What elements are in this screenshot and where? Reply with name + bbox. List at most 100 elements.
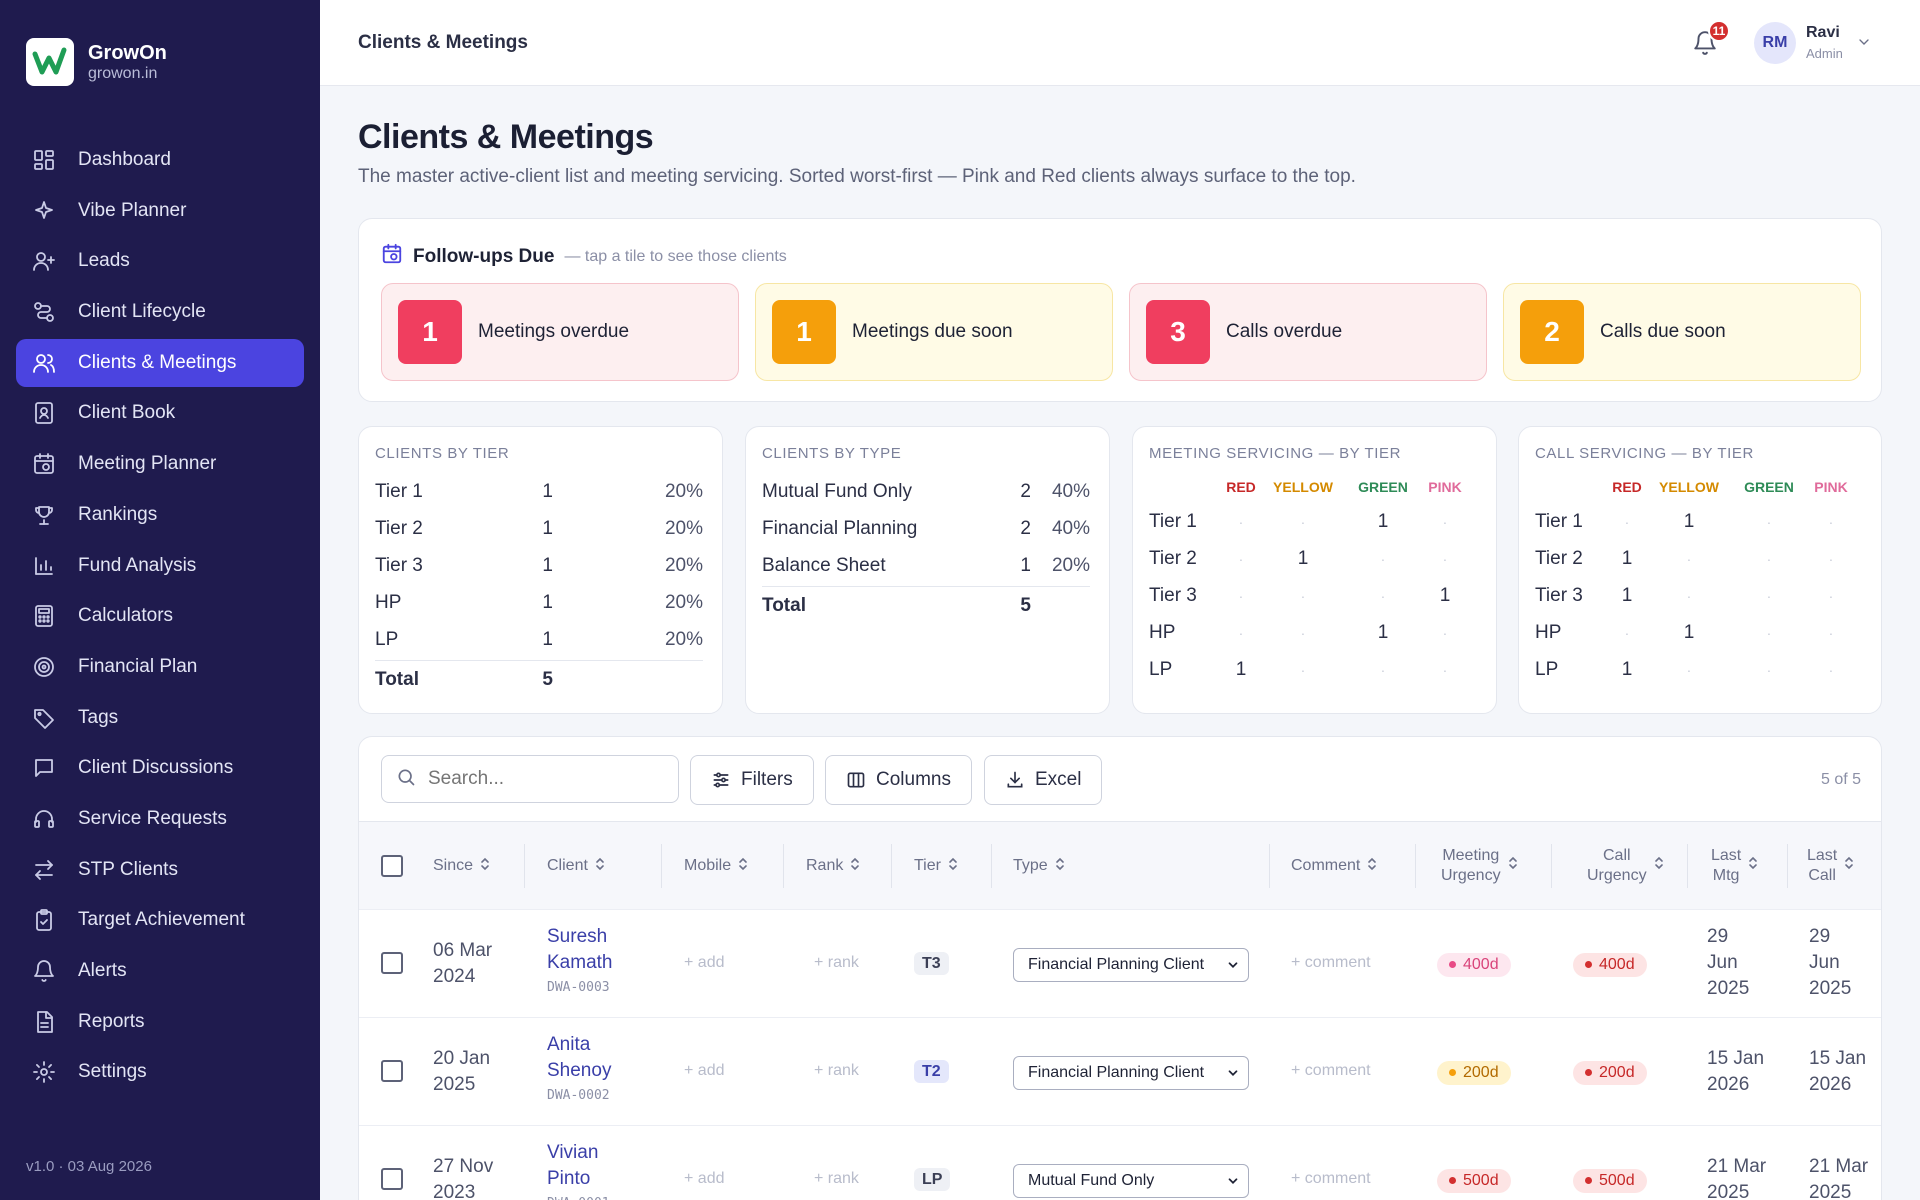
stat-row: Tier 1 1 20%: [375, 473, 703, 509]
search-box[interactable]: [381, 755, 679, 803]
columns-label: Columns: [876, 769, 951, 790]
matrix-cell[interactable]: 1: [1683, 622, 1695, 643]
sidebar-item-alerts[interactable]: Alerts: [16, 947, 304, 995]
add-mobile-link[interactable]: + add: [684, 1170, 725, 1187]
col-client[interactable]: Client: [547, 822, 606, 910]
client-name-link[interactable]: Suresh Kamath: [547, 926, 613, 973]
sidebar-item-stp-clients[interactable]: STP Clients: [16, 846, 304, 894]
client-type-select[interactable]: Financial Planning Client: [1013, 1056, 1249, 1090]
sidebar-item-tags[interactable]: Tags: [16, 694, 304, 742]
sidebar-item-label: Settings: [78, 1061, 147, 1083]
followup-tile[interactable]: 3 Calls overdue: [1129, 283, 1487, 381]
brand[interactable]: GrowOn growon.in: [26, 38, 167, 86]
sidebar-item-label: Financial Plan: [78, 655, 198, 677]
bar-chart-icon: [32, 554, 56, 578]
followup-tile[interactable]: 2 Calls due soon: [1503, 283, 1861, 381]
tile-label: Meetings due soon: [852, 321, 1013, 342]
client-type-select[interactable]: Financial Planning Client: [1013, 948, 1249, 982]
matrix-cell[interactable]: 1: [1377, 511, 1389, 532]
matrix-cell: ·: [1624, 625, 1630, 641]
add-rank-link[interactable]: + rank: [814, 954, 859, 971]
matrix-cell[interactable]: 1: [1297, 548, 1309, 569]
table-row[interactable]: 06 Mar 2024 Suresh Kamath DWA-0003 + add + ran…: [359, 909, 1881, 1017]
transfer-icon: [32, 858, 56, 882]
add-mobile-link[interactable]: + add: [684, 1062, 725, 1079]
col-mobile[interactable]: Mobile: [684, 822, 749, 910]
row-checkbox[interactable]: [381, 952, 403, 974]
client-type-select[interactable]: Mutual Fund Only: [1013, 1164, 1249, 1198]
matrix-cell[interactable]: 1: [1235, 659, 1247, 680]
chevron-down-icon[interactable]: [1856, 34, 1872, 55]
matrix-cell[interactable]: 1: [1621, 585, 1633, 606]
notifications-bell-icon[interactable]: [1692, 30, 1718, 56]
col-type[interactable]: Type: [1013, 822, 1066, 910]
add-rank-link[interactable]: + rank: [814, 1062, 859, 1079]
matrix-cell: ·: [1828, 625, 1834, 641]
chevron-down-icon: [1228, 1070, 1238, 1076]
sidebar-item-leads[interactable]: Leads: [16, 237, 304, 285]
col-last-call[interactable]: Last Call: [1807, 822, 1855, 910]
sidebar-item-service-requests[interactable]: Service Requests: [16, 795, 304, 843]
add-mobile-link[interactable]: + add: [684, 954, 725, 971]
row-checkbox[interactable]: [381, 1168, 403, 1190]
col-label: Comment: [1291, 857, 1361, 874]
col-meeting-urgency[interactable]: Meeting Urgency: [1441, 822, 1519, 910]
matrix-col-header: RED: [1226, 479, 1256, 495]
stat-row: Mutual Fund Only 2 40%: [762, 473, 1090, 509]
matrix-cell[interactable]: 1: [1621, 548, 1633, 569]
sidebar-item-calculators[interactable]: Calculators: [16, 592, 304, 640]
sidebar-item-target-achievement[interactable]: Target Achievement: [16, 896, 304, 944]
sidebar-item-settings[interactable]: Settings: [16, 1048, 304, 1096]
select-all-checkbox[interactable]: [381, 855, 403, 877]
col-comment[interactable]: Comment: [1291, 822, 1378, 910]
avatar[interactable]: RM: [1754, 22, 1796, 64]
sidebar-item-rankings[interactable]: Rankings: [16, 491, 304, 539]
sidebar-item-label: Clients & Meetings: [78, 351, 237, 373]
sidebar-item-label: Vibe Planner: [78, 199, 187, 221]
client-cell[interactable]: Anita Shenoy DWA-0002: [547, 1032, 611, 1103]
sidebar-item-client-book[interactable]: Client Book: [16, 389, 304, 437]
table-row[interactable]: 20 Jan 2025 Anita Shenoy DWA-0002 + add + rank…: [359, 1017, 1881, 1125]
sidebar-item-label: Dashboard: [78, 149, 171, 170]
add-comment-link[interactable]: + comment: [1291, 1170, 1371, 1187]
tile-label: Meetings overdue: [478, 321, 630, 342]
user-name[interactable]: Ravi: [1806, 24, 1840, 41]
col-rank[interactable]: Rank: [806, 822, 861, 910]
row-checkbox[interactable]: [381, 1060, 403, 1082]
sidebar-item-client-discussions[interactable]: Client Discussions: [16, 744, 304, 792]
sidebar-item-vibe-planner[interactable]: Vibe Planner: [16, 187, 304, 235]
columns-button[interactable]: Columns: [825, 755, 972, 805]
add-rank-link[interactable]: + rank: [814, 1170, 859, 1187]
col-tier[interactable]: Tier: [914, 822, 959, 910]
matrix-cell[interactable]: 1: [1683, 511, 1695, 532]
sidebar-item-label: Client Discussions: [78, 757, 234, 779]
col-since[interactable]: Since: [433, 822, 491, 910]
stat-key: LP: [375, 629, 399, 650]
add-comment-link[interactable]: + comment: [1291, 1062, 1371, 1079]
client-name-link[interactable]: Vivian Pinto: [547, 1142, 599, 1189]
sidebar-item-clients-meetings[interactable]: Clients & Meetings: [16, 338, 304, 387]
filters-button[interactable]: Filters: [690, 755, 814, 805]
sidebar-item-dashboard[interactable]: Dashboard: [16, 136, 304, 184]
matrix-cell[interactable]: 1: [1621, 659, 1633, 680]
sidebar-item-financial-plan[interactable]: Financial Plan: [16, 643, 304, 691]
matrix-cell[interactable]: 1: [1439, 585, 1451, 606]
sidebar-item-fund-analysis[interactable]: Fund Analysis: [16, 542, 304, 590]
last-meeting-date: 21 Mar 2025: [1707, 1156, 1767, 1200]
search-input[interactable]: [428, 768, 668, 790]
sidebar-item-meeting-planner[interactable]: Meeting Planner: [16, 440, 304, 488]
sidebar-item-client-lifecycle[interactable]: Client Lifecycle: [16, 288, 304, 336]
followup-tile[interactable]: 1 Meetings overdue: [381, 283, 739, 381]
sidebar-item-reports[interactable]: Reports: [16, 998, 304, 1046]
col-call-urgency[interactable]: Call Urgency: [1587, 822, 1665, 910]
matrix-cell[interactable]: 1: [1377, 622, 1389, 643]
followup-tile[interactable]: 1 Meetings due soon: [755, 283, 1113, 381]
add-comment-link[interactable]: + comment: [1291, 954, 1371, 971]
col-last-mtg[interactable]: Last Mtg: [1711, 822, 1759, 910]
excel-export-button[interactable]: Excel: [984, 755, 1103, 805]
matrix-col-header: GREEN: [1358, 479, 1408, 495]
client-cell[interactable]: Suresh Kamath DWA-0003: [547, 924, 612, 995]
client-name-link[interactable]: Anita Shenoy: [547, 1034, 612, 1081]
